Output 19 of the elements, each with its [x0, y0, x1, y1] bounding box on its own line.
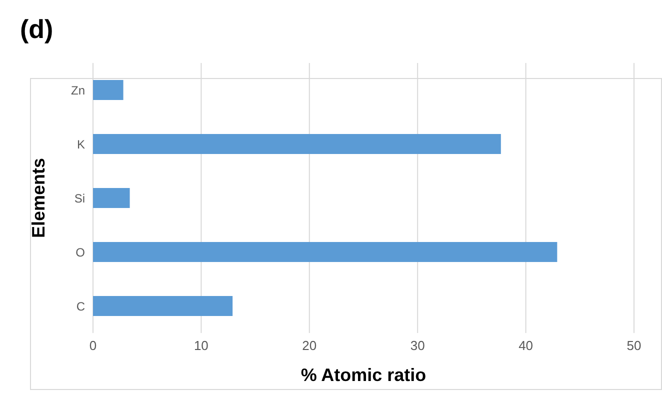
x-tick-label: 30	[410, 338, 425, 354]
y-axis-title: Elements	[28, 158, 48, 238]
x-tick-label: 20	[302, 338, 317, 354]
x-tick-label: 0	[89, 338, 97, 354]
y-tick-label: O	[76, 245, 85, 260]
x-tick-label: 50	[626, 338, 642, 354]
x-axis-title: % Atomic ratio	[300, 365, 426, 385]
y-tick-label: Si	[74, 191, 85, 206]
y-tick-label: K	[76, 137, 85, 152]
bar	[93, 134, 501, 154]
bar	[93, 188, 130, 208]
x-tick-label: 40	[518, 338, 534, 354]
x-tick-label: 10	[194, 338, 208, 354]
bar	[93, 242, 558, 262]
bar	[93, 296, 233, 316]
chart-title: (d)	[20, 14, 54, 45]
y-tick-label: Zn	[70, 83, 85, 98]
y-tick-label: C	[76, 299, 86, 314]
bar	[93, 80, 124, 100]
